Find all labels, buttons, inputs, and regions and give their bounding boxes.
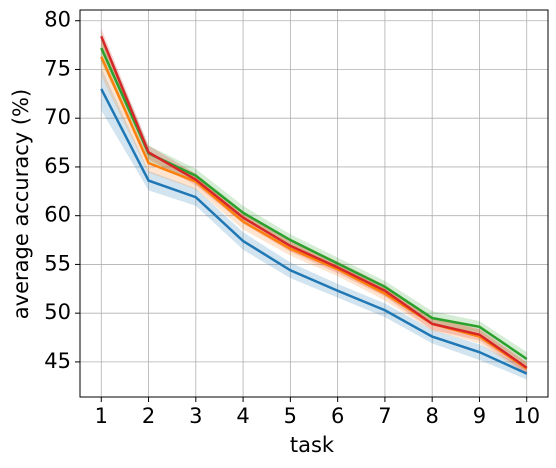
y-tick-label: 55: [44, 251, 71, 275]
y-tick-label: 75: [44, 56, 71, 80]
series-line: [100, 88, 528, 375]
x-tick-label: 8: [425, 404, 438, 428]
error-band: [101, 33, 527, 366]
y-tick-label: 50: [44, 300, 71, 324]
series-line: [100, 47, 528, 361]
x-tick-label: 6: [331, 404, 344, 428]
y-axis-label: average accuracy (%): [9, 89, 33, 319]
x-tick-label: 5: [284, 404, 297, 428]
y-tick-label: 70: [44, 105, 71, 129]
y-tick-label: 60: [44, 203, 71, 227]
x-tick-label: 9: [473, 404, 486, 428]
x-tick-label: 4: [236, 404, 249, 428]
y-tick-label: 45: [44, 349, 71, 373]
x-axis-label: task: [290, 433, 335, 457]
series-line: [100, 35, 528, 369]
y-tick-label: 80: [44, 8, 71, 32]
plot-frame: [79, 9, 549, 398]
x-tick-label: 10: [513, 404, 540, 428]
error-band: [101, 67, 527, 380]
x-tick-label: 3: [189, 404, 202, 428]
x-tick-label: 7: [378, 404, 391, 428]
y-tick-label: 65: [44, 154, 71, 178]
x-tick-label: 1: [95, 404, 108, 428]
x-tick-label: 2: [142, 404, 155, 428]
